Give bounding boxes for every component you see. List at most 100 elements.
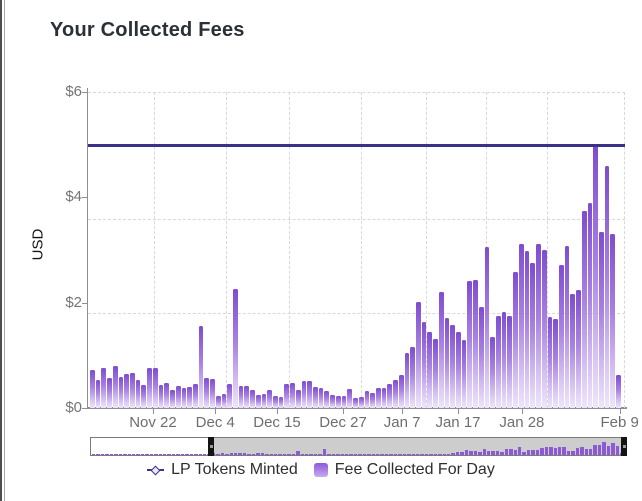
- fee-bar[interactable]: [290, 382, 295, 408]
- fee-bar[interactable]: [244, 385, 250, 408]
- plot-area[interactable]: $6 $4 $2 $0 Nov 22 Dec 4 Dec 15 Dec 27 Jan 7 Jan…: [65, 84, 638, 432]
- fee-bar[interactable]: [581, 211, 587, 408]
- fee-bar[interactable]: [118, 376, 124, 408]
- fee-bar[interactable]: [261, 394, 267, 408]
- fee-bar[interactable]: [313, 386, 318, 408]
- fee-bar[interactable]: [598, 231, 604, 408]
- fee-bar[interactable]: [273, 395, 278, 408]
- fee-bar[interactable]: [456, 331, 461, 408]
- scrollbar-right-handle[interactable]: [621, 437, 627, 456]
- fee-bar[interactable]: [210, 379, 215, 408]
- fee-bar[interactable]: [461, 340, 467, 408]
- fee-bar[interactable]: [232, 288, 238, 408]
- lp-tokens-minted-line[interactable]: [88, 143, 625, 148]
- fee-bar[interactable]: [610, 234, 616, 408]
- fee-bar[interactable]: [507, 316, 513, 408]
- legend-item-fee-collected[interactable]: Fee Collected For Day: [313, 461, 495, 479]
- fee-bar[interactable]: [564, 245, 570, 408]
- fee-bar[interactable]: [284, 384, 290, 408]
- fee-bar[interactable]: [473, 280, 478, 408]
- fee-bar[interactable]: [192, 384, 198, 408]
- fee-bar[interactable]: [433, 339, 438, 408]
- fee-bar[interactable]: [547, 316, 553, 408]
- fee-bar[interactable]: [478, 306, 484, 408]
- fee-bar[interactable]: [410, 347, 415, 408]
- fee-bar[interactable]: [187, 386, 192, 408]
- fee-bar[interactable]: [530, 262, 536, 408]
- fee-bar[interactable]: [576, 289, 581, 408]
- fee-bar[interactable]: [238, 385, 244, 408]
- fee-bar[interactable]: [393, 379, 398, 408]
- fee-bar[interactable]: [278, 396, 284, 408]
- fee-bar[interactable]: [616, 375, 621, 408]
- fee-bar[interactable]: [404, 352, 410, 408]
- fee-bar[interactable]: [335, 395, 341, 408]
- fee-bar[interactable]: [587, 202, 593, 408]
- fee-bar[interactable]: [130, 372, 135, 408]
- fee-bar[interactable]: [221, 394, 227, 408]
- fee-bar[interactable]: [536, 243, 541, 408]
- fee-bar[interactable]: [101, 367, 107, 408]
- fee-bar[interactable]: [295, 390, 301, 408]
- date-range-scrollbar[interactable]: [90, 437, 627, 456]
- fee-bar[interactable]: [307, 381, 313, 408]
- legend-item-lp-tokens-minted[interactable]: LP Tokens Minted: [147, 461, 298, 479]
- fee-bar[interactable]: [518, 244, 524, 408]
- fee-bar[interactable]: [147, 367, 152, 408]
- fee-bar[interactable]: [170, 390, 175, 408]
- fee-bar[interactable]: [415, 302, 421, 408]
- fee-bar[interactable]: [90, 369, 95, 408]
- fee-bar[interactable]: [387, 383, 393, 408]
- fee-bar[interactable]: [324, 391, 330, 408]
- fee-bar[interactable]: [353, 398, 358, 408]
- fee-bar[interactable]: [107, 377, 112, 408]
- fee-bar[interactable]: [490, 336, 496, 408]
- fee-bar[interactable]: [398, 375, 404, 408]
- fee-bar[interactable]: [112, 365, 118, 408]
- fee-bar[interactable]: [358, 396, 364, 408]
- fee-bar[interactable]: [501, 312, 507, 408]
- fee-bar[interactable]: [444, 318, 450, 408]
- fee-bar[interactable]: [438, 292, 444, 408]
- fee-bar[interactable]: [558, 264, 564, 408]
- fee-bar[interactable]: [467, 280, 473, 408]
- fee-bar[interactable]: [152, 367, 158, 408]
- fee-bar[interactable]: [541, 250, 547, 408]
- fee-bar[interactable]: [364, 391, 370, 408]
- fee-bar[interactable]: [421, 322, 427, 408]
- fee-bar[interactable]: [227, 384, 232, 408]
- fee-bar[interactable]: [524, 250, 530, 408]
- fee-bar[interactable]: [181, 388, 187, 408]
- fee-bar[interactable]: [450, 324, 455, 408]
- fee-bar[interactable]: [164, 382, 170, 408]
- fee-bar[interactable]: [484, 247, 490, 408]
- fee-bars-layer[interactable]: [90, 92, 622, 408]
- fee-bar[interactable]: [496, 315, 501, 408]
- fee-bar[interactable]: [375, 388, 381, 408]
- fee-bar[interactable]: [370, 392, 375, 408]
- fee-bar[interactable]: [141, 385, 147, 408]
- fee-bar[interactable]: [95, 380, 101, 408]
- fee-bar[interactable]: [318, 388, 324, 408]
- fee-bar[interactable]: [158, 384, 164, 408]
- fee-bar[interactable]: [215, 395, 221, 408]
- fee-bar[interactable]: [330, 395, 335, 408]
- scrollbar-selected-region[interactable]: [211, 438, 626, 455]
- fee-bar[interactable]: [341, 395, 347, 408]
- fee-bar[interactable]: [301, 381, 307, 408]
- fee-bar[interactable]: [553, 319, 558, 408]
- fee-bar[interactable]: [267, 390, 272, 408]
- fee-bar[interactable]: [124, 373, 130, 408]
- fee-bar[interactable]: [198, 326, 204, 408]
- fee-bar[interactable]: [255, 394, 261, 408]
- fee-bar[interactable]: [250, 390, 255, 408]
- fee-bar[interactable]: [513, 271, 518, 408]
- fee-bar[interactable]: [604, 165, 610, 408]
- fee-bar[interactable]: [427, 331, 433, 408]
- fee-bar[interactable]: [381, 388, 387, 408]
- fee-bar[interactable]: [570, 293, 576, 408]
- fee-bar[interactable]: [175, 385, 181, 408]
- fee-bar[interactable]: [347, 389, 353, 408]
- fee-bar[interactable]: [204, 377, 210, 408]
- scrollbar-left-handle[interactable]: [208, 437, 215, 456]
